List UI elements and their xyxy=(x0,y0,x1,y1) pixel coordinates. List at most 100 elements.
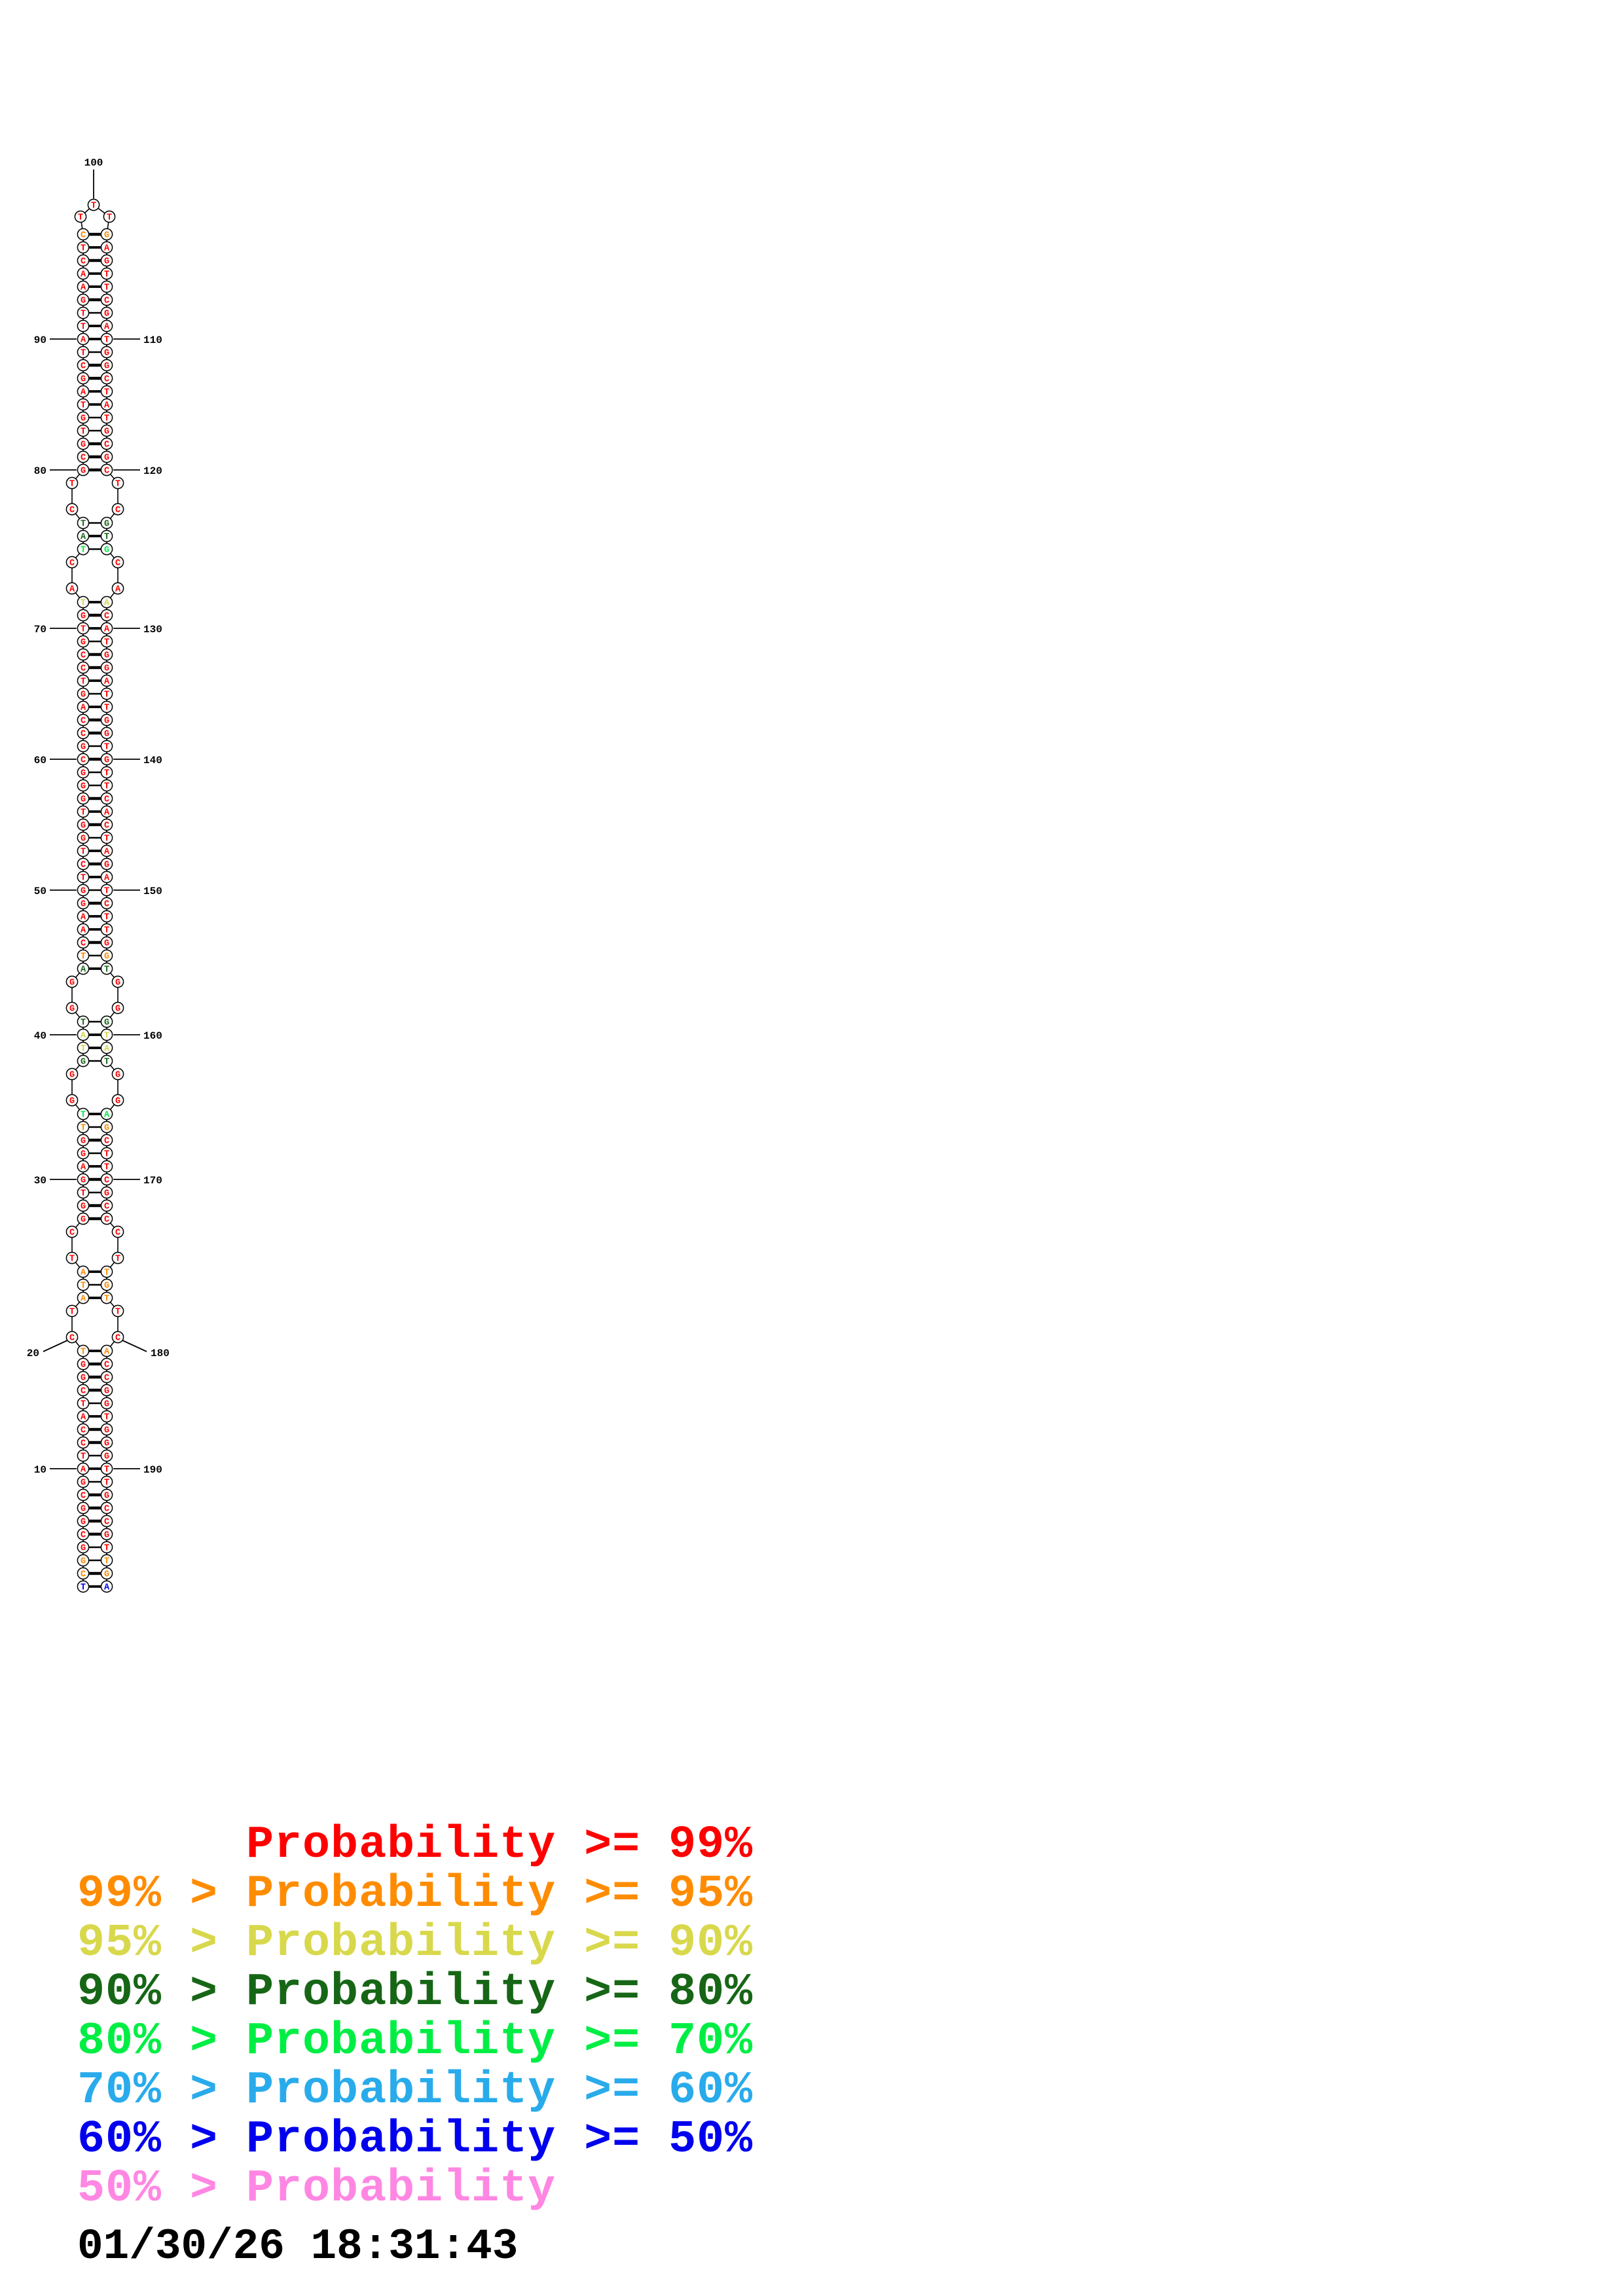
base-circle-48 xyxy=(77,910,90,923)
base-letter-187: G xyxy=(104,1426,109,1436)
base-circle-45 xyxy=(77,949,90,962)
base-letter-104: G xyxy=(104,257,109,267)
backbone-right-strand xyxy=(93,204,119,1587)
base-letter-183: C xyxy=(104,1374,109,1384)
base-circle-180 xyxy=(111,1331,124,1344)
base-circle-113 xyxy=(100,372,113,385)
base-circle-95 xyxy=(77,267,90,280)
probability-legend: Probability >= 99% 99% > Probability >= 9… xyxy=(77,1821,753,2214)
position-label-50: 50 xyxy=(34,886,46,897)
base-letter-38: G xyxy=(81,1058,86,1067)
base-letter-97: T xyxy=(81,244,86,254)
base-circle-163 xyxy=(111,1067,124,1081)
base-circle-1 xyxy=(77,1580,90,1593)
base-circle-33 xyxy=(77,1134,90,1147)
base-circle-96 xyxy=(77,254,90,267)
base-letter-10: A xyxy=(81,1465,86,1475)
base-letter-133: G xyxy=(104,664,109,674)
base-letter-100: T xyxy=(91,202,96,211)
base-circle-125 xyxy=(100,543,113,556)
base-circle-29 xyxy=(77,1186,90,1199)
base-letter-24: A xyxy=(81,1268,86,1278)
base-letter-70: T xyxy=(81,625,86,635)
label-line-20 xyxy=(43,1339,69,1352)
base-circle-179 xyxy=(111,1304,124,1318)
base-circle-25 xyxy=(65,1251,79,1265)
base-letter-44: A xyxy=(81,965,86,975)
base-circle-28 xyxy=(77,1199,90,1212)
base-circle-140 xyxy=(100,753,113,766)
base-letter-180: C xyxy=(115,1334,120,1344)
base-letter-33: G xyxy=(81,1137,86,1147)
base-circle-186 xyxy=(100,1410,113,1423)
base-letter-90: A xyxy=(81,336,86,346)
base-circle-14 xyxy=(77,1410,90,1423)
base-letter-135: T xyxy=(104,691,109,700)
base-circle-117 xyxy=(100,424,113,437)
base-letter-13: C xyxy=(81,1426,86,1436)
base-circle-12 xyxy=(77,1436,90,1449)
base-circle-54 xyxy=(77,831,90,844)
base-letter-188: G xyxy=(104,1439,109,1449)
base-circle-175 xyxy=(111,1251,124,1265)
legend-line: 99% > Probability >= 95% xyxy=(77,1869,754,1920)
base-letter-184: G xyxy=(104,1387,109,1397)
backbone-left-strand xyxy=(71,204,94,1587)
base-circle-21 xyxy=(65,1304,79,1318)
base-letter-17: G xyxy=(81,1374,86,1384)
base-letter-197: T xyxy=(104,1557,109,1567)
base-circle-172 xyxy=(100,1199,113,1212)
base-circle-121 xyxy=(111,476,124,490)
base-letter-6: G xyxy=(81,1518,86,1528)
base-letter-134: A xyxy=(104,677,110,687)
base-circle-108 xyxy=(100,306,113,319)
base-letter-186: T xyxy=(104,1413,109,1423)
base-letter-28: G xyxy=(81,1202,86,1212)
base-letter-22: A xyxy=(81,1295,86,1304)
base-circle-146 xyxy=(100,831,113,844)
base-circle-3 xyxy=(77,1554,90,1567)
base-circle-50 xyxy=(77,884,90,897)
base-circle-47 xyxy=(77,923,90,936)
base-letter-161: A xyxy=(104,1045,110,1054)
legend-line: 80% > Probability >= 70% xyxy=(77,2016,754,2068)
base-circle-99 xyxy=(74,210,87,223)
base-circle-67 xyxy=(77,661,90,674)
base-circle-196 xyxy=(100,1541,113,1554)
base-circle-183 xyxy=(100,1371,113,1384)
base-circle-150 xyxy=(100,884,113,897)
base-letter-69: G xyxy=(81,638,86,648)
base-circle-76 xyxy=(77,529,90,543)
base-circle-100 xyxy=(87,198,100,211)
base-circle-43 xyxy=(65,975,79,988)
position-label-120: 120 xyxy=(143,465,162,477)
base-letter-167: C xyxy=(104,1137,109,1147)
base-letter-21: T xyxy=(69,1308,75,1318)
position-label-100: 100 xyxy=(84,157,103,169)
base-circle-159 xyxy=(100,1015,113,1028)
base-circle-40 xyxy=(77,1028,90,1041)
base-circle-63 xyxy=(77,713,90,726)
base-letter-82: G xyxy=(81,440,86,450)
base-circle-39 xyxy=(77,1041,90,1054)
base-circle-35 xyxy=(77,1107,90,1121)
base-circle-151 xyxy=(100,897,113,910)
legend-line: Probability >= 99% xyxy=(77,1820,754,1871)
base-letter-27: G xyxy=(81,1215,86,1225)
base-letter-158: G xyxy=(115,1005,120,1014)
base-circle-11 xyxy=(77,1449,90,1462)
base-circle-161 xyxy=(100,1041,113,1054)
base-letter-35: T xyxy=(81,1111,86,1121)
base-letter-39: T xyxy=(81,1045,86,1054)
base-letter-107: C xyxy=(104,296,109,306)
base-letter-170: C xyxy=(104,1176,109,1186)
base-circle-90 xyxy=(77,332,90,346)
base-letter-174: C xyxy=(115,1229,120,1238)
base-letter-191: T xyxy=(104,1479,109,1488)
base-circle-190 xyxy=(100,1462,113,1475)
base-letter-163: G xyxy=(115,1071,120,1081)
base-letter-89: T xyxy=(81,349,86,359)
base-circle-60 xyxy=(77,753,90,766)
base-letter-76: A xyxy=(81,533,86,543)
base-circle-55 xyxy=(77,818,90,831)
